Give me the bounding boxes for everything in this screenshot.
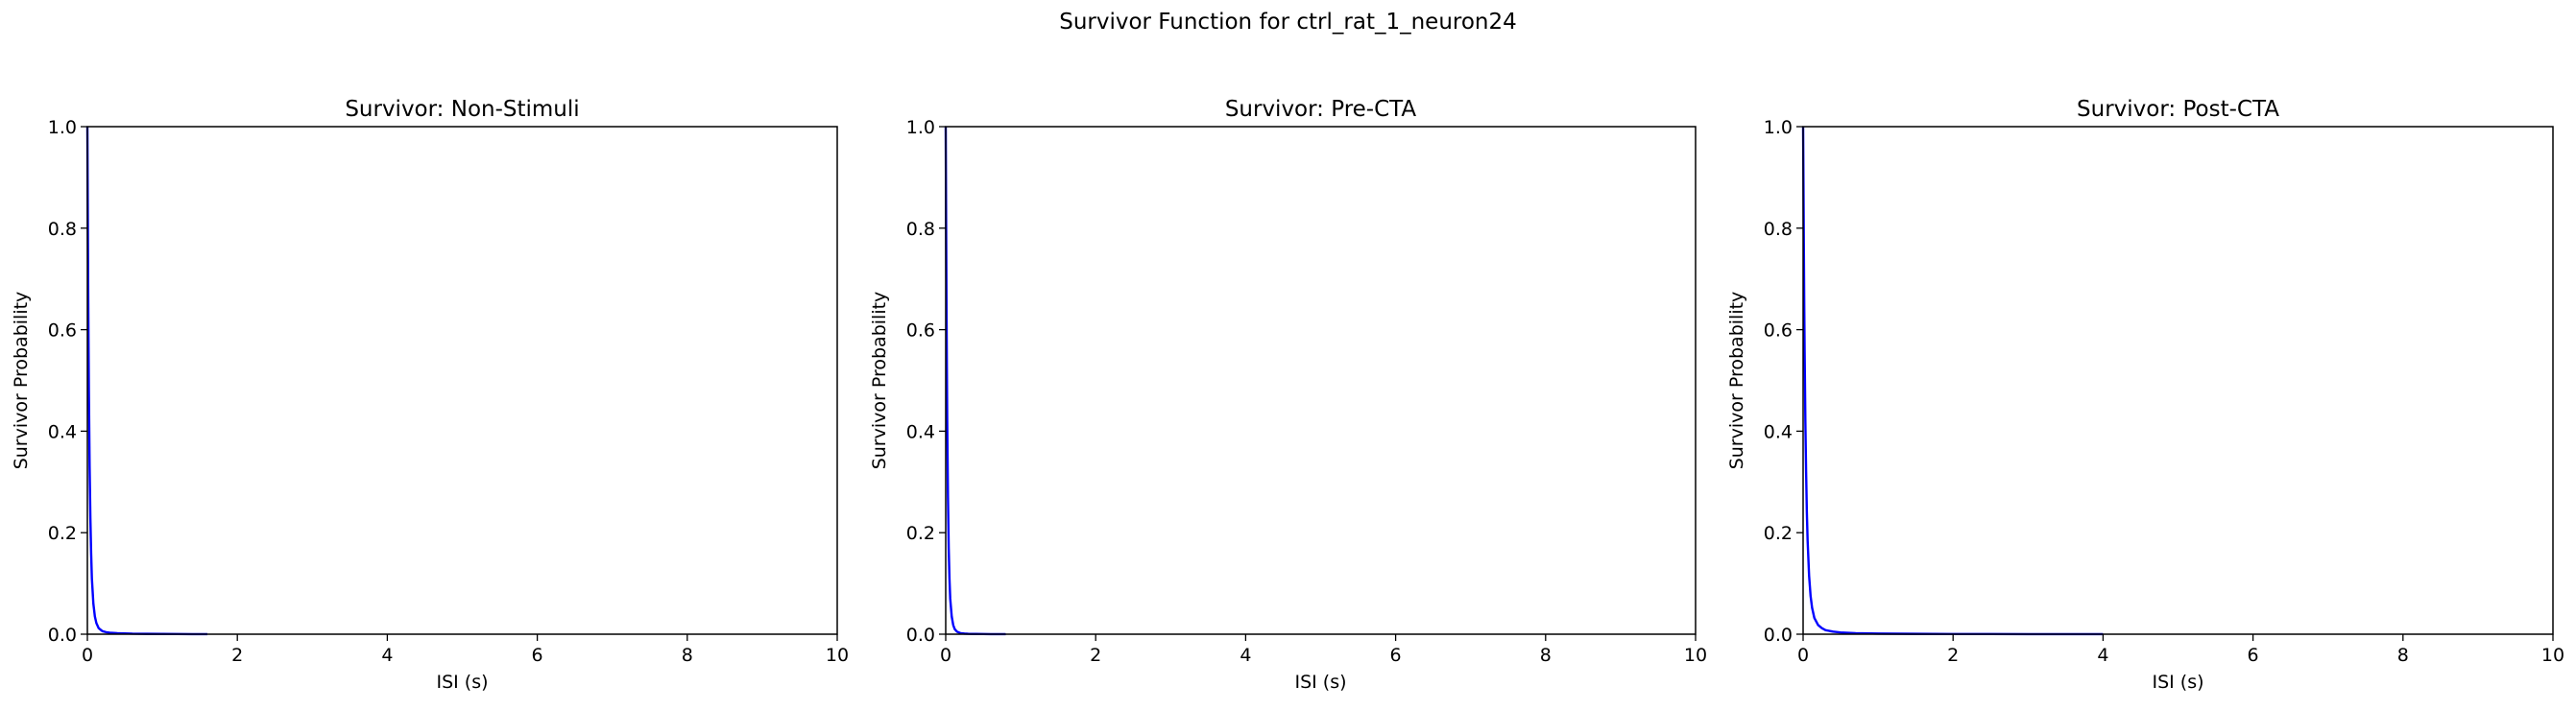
panel-3-series-line-1: [1801, 126, 2104, 636]
panel-3-y-tick-label: 0.6: [1764, 320, 1793, 342]
panel-1-axes-frame: [86, 126, 838, 635]
panel-3-x-tick-label: 6: [2248, 645, 2259, 666]
panel-1-series-line-1: [85, 126, 207, 636]
panel-1-y-tick-label: 0.6: [48, 320, 77, 342]
panel-3-title: Survivor: Post-CTA: [2077, 97, 2279, 122]
panel-2-x-tick-label: 2: [1090, 645, 1101, 666]
panel-1-title: Survivor: Non-Stimuli: [345, 97, 579, 122]
panel-1-y-tick-label: 0.2: [48, 523, 77, 544]
panel-1-y-tick-label: 0.8: [48, 219, 77, 240]
panel-3-y-tick-label: 0.4: [1764, 421, 1793, 442]
panel-2-y-tick-label: 0.8: [906, 219, 935, 240]
panel-1-x-tick-label: 4: [381, 645, 393, 666]
panel-3-x-tick-label: 8: [2397, 645, 2409, 666]
panel-2-x-tick-label: 8: [1540, 645, 1552, 666]
panel-2-series-line-1: [944, 126, 1006, 636]
figure-title: Survivor Function for ctrl_rat_1_neuron2…: [1059, 10, 1517, 35]
panel-2-x-tick-label: 0: [940, 645, 951, 666]
panel-2-y-tick-label: 0.2: [906, 523, 935, 544]
panel-2-x-tick-label: 6: [1390, 645, 1402, 666]
panel-2-x-axis-label: ISI (s): [1294, 672, 1346, 693]
panel-1-x-tick-label: 10: [826, 645, 849, 666]
panel-2-y-tick-label: 0.0: [906, 625, 935, 646]
panel-1-y-tick-label: 1.0: [48, 117, 77, 138]
panel-1-y-axis-label: Survivor Probability: [11, 292, 32, 470]
panel-3-x-axis-label: ISI (s): [2152, 672, 2203, 693]
panel-3-y-tick-label: 0.2: [1764, 523, 1793, 544]
panel-2-y-axis-label: Survivor Probability: [869, 292, 890, 470]
panel-1-y-tick-label: 0.0: [48, 625, 77, 646]
panel-3-y-tick-label: 0.0: [1764, 625, 1793, 646]
panel-3-y-axis-label: Survivor Probability: [1726, 292, 1747, 470]
panel-3-x-tick-label: 2: [1947, 645, 1959, 666]
panel-3-y-tick-label: 0.8: [1764, 219, 1793, 240]
panel-2-y-tick-label: 0.6: [906, 320, 935, 342]
panel-1-x-tick-label: 2: [231, 645, 243, 666]
panel-3-y-tick-label: 1.0: [1764, 117, 1793, 138]
panel-1-x-axis-label: ISI (s): [436, 672, 488, 693]
panel-3-axes-frame: [1802, 126, 2554, 635]
panel-2-y-tick-label: 0.4: [906, 421, 935, 442]
panel-2-title: Survivor: Pre-CTA: [1225, 97, 1417, 122]
panel-3-x-tick-label: 10: [2541, 645, 2564, 666]
panel-2-x-tick-label: 4: [1240, 645, 1251, 666]
panel-1-x-tick-label: 6: [532, 645, 543, 666]
panel-1-x-tick-label: 0: [82, 645, 93, 666]
panel-2-y-tick-label: 1.0: [906, 117, 935, 138]
panel-2-x-tick-label: 10: [1684, 645, 1707, 666]
panel-3-x-tick-label: 0: [1797, 645, 1809, 666]
panel-1-x-tick-label: 8: [682, 645, 693, 666]
panel-3-x-tick-label: 4: [2097, 645, 2108, 666]
panel-1-y-tick-label: 0.4: [48, 421, 77, 442]
panel-2-axes-frame: [945, 126, 1697, 635]
